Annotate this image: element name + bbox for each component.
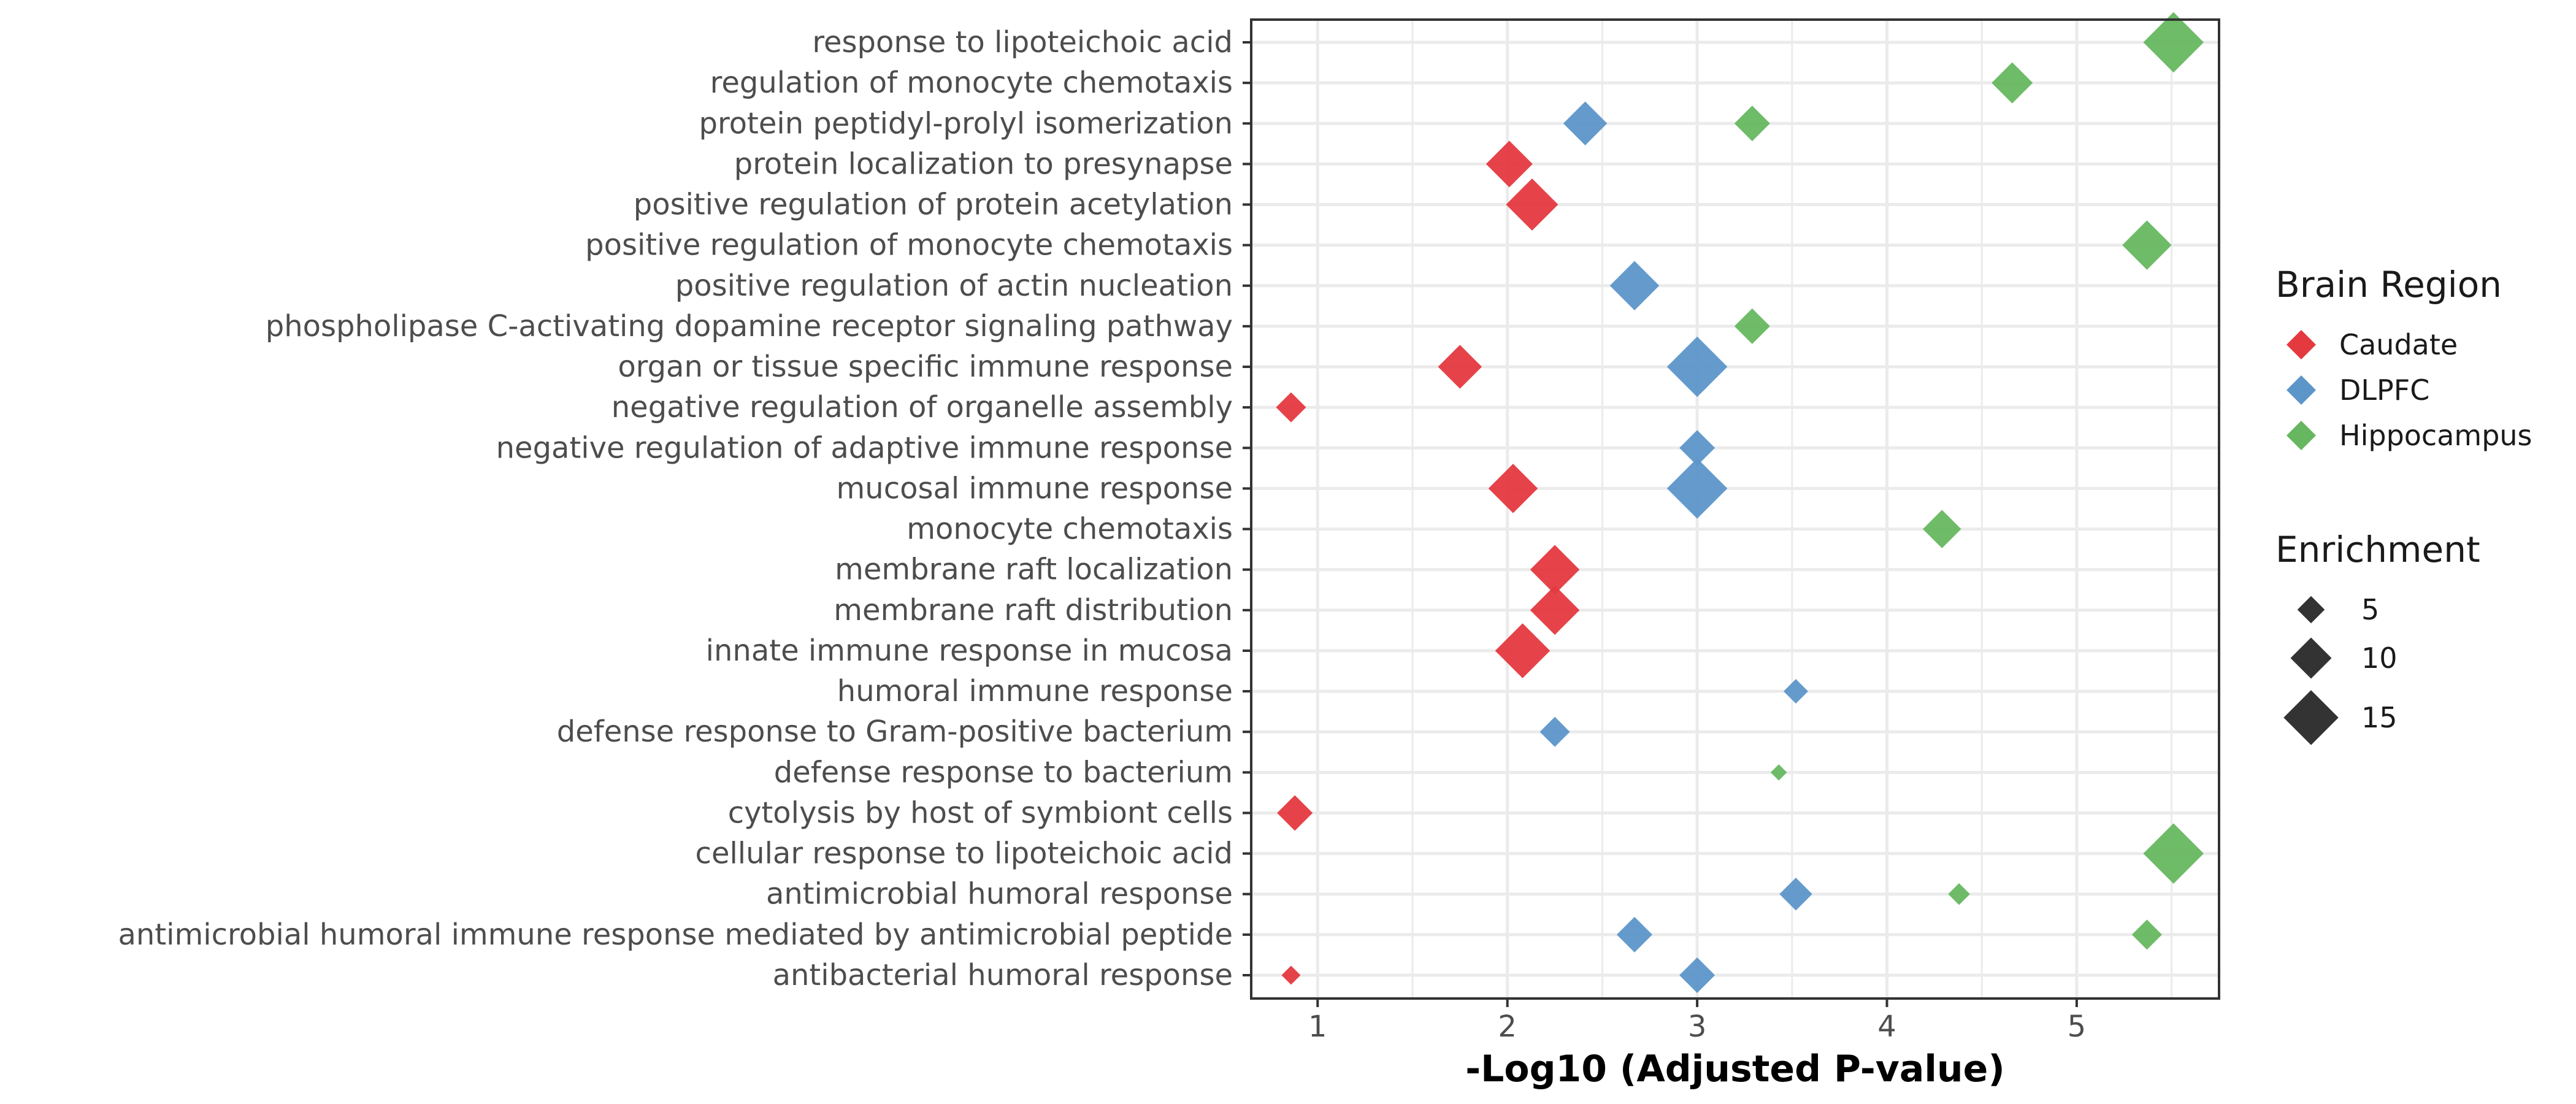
plot-panel-border	[1250, 18, 2220, 1000]
legend-color-label: Hippocampus	[2339, 419, 2532, 452]
legend-color-key	[2287, 375, 2316, 405]
data-point-dlpfc	[1609, 261, 1660, 311]
data-point-caudate	[1488, 464, 1538, 513]
y-tick-label: positive regulation of protein acetylati…	[634, 188, 1233, 222]
data-point-dlpfc	[1563, 101, 1608, 146]
data-point-dlpfc	[1666, 336, 1728, 397]
data-point-dlpfc	[1679, 430, 1715, 466]
legend-color-key	[2287, 330, 2316, 359]
data-point-dlpfc	[1617, 916, 1653, 953]
y-tick-label: cellular response to lipoteichoic acid	[696, 837, 1233, 871]
data-point-dlpfc	[1539, 716, 1570, 747]
data-point-hippocampus	[2143, 823, 2204, 884]
data-point-caudate	[1438, 345, 1482, 389]
data-points	[1276, 12, 2204, 993]
data-point-caudate	[1530, 545, 1580, 594]
y-tick-label: antibacterial humoral response	[773, 958, 1233, 992]
y-tick-label: protein peptidyl-prolyl isomerization	[699, 106, 1233, 140]
legend-size-title: Enrichment	[2275, 529, 2480, 570]
legend-color-label: DLPFC	[2339, 374, 2429, 407]
data-point-dlpfc	[1784, 679, 1809, 704]
y-tick-label: defense response to Gram-positive bacter…	[557, 715, 1233, 749]
legend-size-label: 5	[2361, 593, 2379, 626]
legend-size-key	[2297, 596, 2325, 624]
data-point-caudate	[1495, 623, 1551, 678]
y-tick-label: antimicrobial humoral immune response me…	[118, 918, 1233, 952]
y-tick-label: monocyte chemotaxis	[907, 512, 1233, 546]
x-tick-label: 3	[1688, 1010, 1707, 1044]
y-axis: response to lipoteichoic acid regulation …	[118, 25, 1251, 992]
y-tick-label: membrane raft distribution	[834, 593, 1233, 627]
data-point-hippocampus	[1991, 62, 2033, 104]
y-tick-label: organ or tissue specific immune response	[618, 350, 1233, 384]
x-tick-label: 4	[1877, 1010, 1896, 1044]
legend-color-key	[2287, 421, 2316, 450]
y-tick-label: antimicrobial humoral response	[766, 877, 1233, 911]
y-tick-label: negative regulation of organelle assembl…	[611, 390, 1233, 424]
plot-panel-background	[1251, 20, 2219, 999]
x-tick-label: 5	[2068, 1010, 2087, 1044]
y-tick-label: regulation of monocyte chemotaxis	[710, 66, 1233, 100]
x-tick-label: 2	[1498, 1010, 1517, 1044]
y-tick-label: mucosal immune response	[837, 471, 1233, 505]
legend-size-key	[2283, 690, 2339, 745]
y-tick-label: protein localization to presynapse	[734, 147, 1233, 181]
legend-color-entries: Caudate DLPFC Hippocampus	[2287, 328, 2532, 452]
y-tick-label: membrane raft localization	[835, 553, 1233, 587]
y-tick-label: positive regulation of actin nucleation	[675, 269, 1233, 303]
data-point-hippocampus	[1770, 764, 1787, 781]
data-point-caudate	[1277, 795, 1313, 831]
data-point-dlpfc	[1666, 458, 1728, 519]
data-point-hippocampus	[1948, 883, 1970, 905]
data-point-caudate	[1530, 585, 1580, 635]
legend-color-title: Brain Region	[2275, 264, 2502, 305]
y-tick-label: phospholipase C-activating dopamine rece…	[266, 309, 1233, 343]
y-tick-label: humoral immune response	[837, 674, 1233, 708]
y-tick-label: innate immune response in mucosa	[706, 634, 1233, 668]
y-tick-label: response to lipoteichoic acid	[812, 25, 1233, 59]
x-tick-label: 1	[1308, 1010, 1327, 1044]
y-tick-label: defense response to bacterium	[774, 755, 1233, 789]
data-point-hippocampus	[2131, 919, 2162, 950]
data-point-hippocampus	[1923, 510, 1961, 548]
legend-color-label: Caudate	[2339, 328, 2458, 361]
y-tick-label: positive regulation of monocyte chemotax…	[585, 228, 1233, 263]
legend: Brain Region Caudate DLPFC Hippocampus Enr…	[2275, 264, 2532, 745]
x-axis: 1 2 3 4 5	[1308, 999, 2086, 1044]
data-point-caudate	[1506, 178, 1558, 231]
legend-size-key	[2290, 637, 2332, 679]
data-point-caudate	[1485, 140, 1533, 188]
legend-size-label: 10	[2361, 642, 2398, 675]
legend-size-label: 15	[2361, 701, 2398, 734]
data-point-caudate	[1276, 392, 1306, 423]
data-point-hippocampus	[2122, 220, 2172, 270]
data-point-dlpfc	[1779, 877, 1812, 911]
y-tick-label: negative regulation of adaptive immune r…	[496, 431, 1233, 465]
legend-size-entries: 5 10 15	[2283, 593, 2398, 745]
data-point-hippocampus	[2143, 12, 2204, 73]
data-point-hippocampus	[1734, 308, 1770, 344]
x-axis-title: -Log10 (Adjusted P-value)	[1465, 1048, 2005, 1091]
data-point-caudate	[1281, 965, 1301, 985]
y-tick-label: cytolysis by host of symbiont cells	[728, 795, 1233, 830]
data-point-dlpfc	[1679, 957, 1715, 993]
data-point-hippocampus	[1734, 105, 1770, 142]
